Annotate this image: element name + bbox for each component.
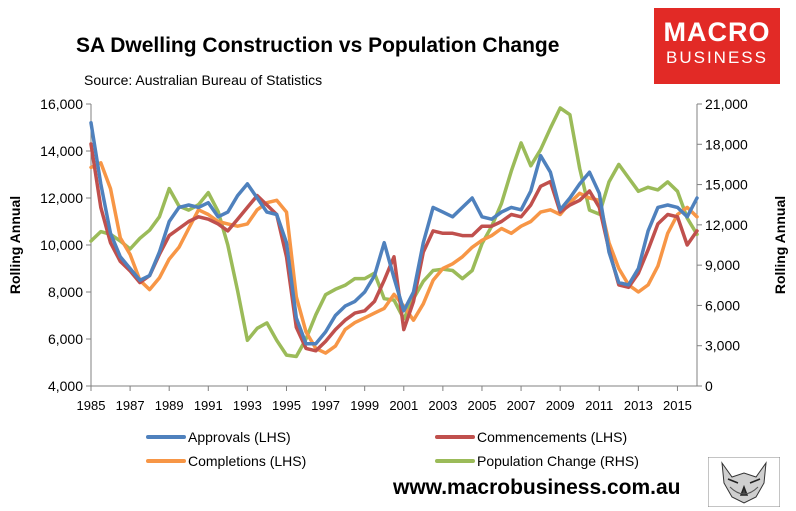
x-tick-label: 1989 — [155, 398, 184, 413]
x-tick-label: 1993 — [233, 398, 262, 413]
legend-label: Approvals (LHS) — [188, 429, 291, 445]
logo-line-2: BUSINESS — [666, 48, 768, 67]
legend-label: Completions (LHS) — [188, 453, 306, 469]
y-right-tick-label: 12,000 — [705, 217, 748, 233]
y-right-tick-label: 3,000 — [705, 338, 740, 354]
y-right-tick-label: 15,000 — [705, 177, 748, 193]
logo-line-1: MACRO — [663, 17, 771, 47]
y-axis-right-title: Rolling Annual — [772, 196, 788, 294]
y-left-tick-label: 4,000 — [48, 378, 83, 394]
x-tick-label: 2001 — [389, 398, 418, 413]
macrobusiness-logo: MACRO BUSINESS — [654, 8, 780, 84]
chart-subtitle: Source: Australian Bureau of Statistics — [84, 72, 323, 88]
x-tick-label: 1985 — [77, 398, 106, 413]
website-url: www.macrobusiness.com.au — [393, 476, 681, 499]
x-tick-label: 1997 — [311, 398, 340, 413]
y-left-tick-label: 8,000 — [48, 284, 83, 300]
x-tick-label: 1999 — [350, 398, 379, 413]
chart-axes: 4,000 6,000 8,000 10,000 12,000 14,000 16,000 0… — [7, 96, 788, 413]
chart-series — [89, 106, 699, 359]
x-tick-label: 1995 — [272, 398, 301, 413]
x-tick-label: 2005 — [468, 398, 497, 413]
legend-label: Population Change (RHS) — [477, 453, 639, 469]
chart-legend: Approvals (LHS) Commencements (LHS) Comple… — [146, 429, 639, 469]
y-left-tick-label: 14,000 — [40, 143, 83, 159]
y-right-tick-label: 21,000 — [705, 96, 748, 112]
x-tick-label: 2003 — [428, 398, 457, 413]
fox-logo-icon — [708, 457, 780, 507]
x-tick-label: 1991 — [194, 398, 223, 413]
chart-title: SA Dwelling Construction vs Population C… — [76, 34, 560, 57]
y-left-tick-label: 12,000 — [40, 190, 83, 206]
y-left-tick-label: 6,000 — [48, 331, 83, 347]
y-right-tick-label: 9,000 — [705, 257, 740, 273]
y-right-tick-label: 0 — [705, 378, 713, 394]
x-tick-label: 1987 — [116, 398, 145, 413]
y-right-tick-label: 6,000 — [705, 297, 740, 313]
y-right-tick-label: 18,000 — [705, 136, 748, 152]
y-axis-left-title: Rolling Annual — [7, 196, 23, 294]
series-line-population — [89, 106, 699, 359]
legend-label: Commencements (LHS) — [477, 429, 627, 445]
x-tick-label: 2011 — [585, 398, 613, 413]
series-line-commencements — [89, 142, 699, 353]
y-left-tick-label: 10,000 — [40, 237, 83, 253]
x-tick-label: 2015 — [663, 398, 692, 413]
x-tick-label: 2013 — [624, 398, 653, 413]
y-left-tick-label: 16,000 — [40, 96, 83, 112]
x-tick-label: 2007 — [507, 398, 536, 413]
series-line-approvals — [89, 121, 699, 346]
x-tick-label: 2009 — [546, 398, 575, 413]
